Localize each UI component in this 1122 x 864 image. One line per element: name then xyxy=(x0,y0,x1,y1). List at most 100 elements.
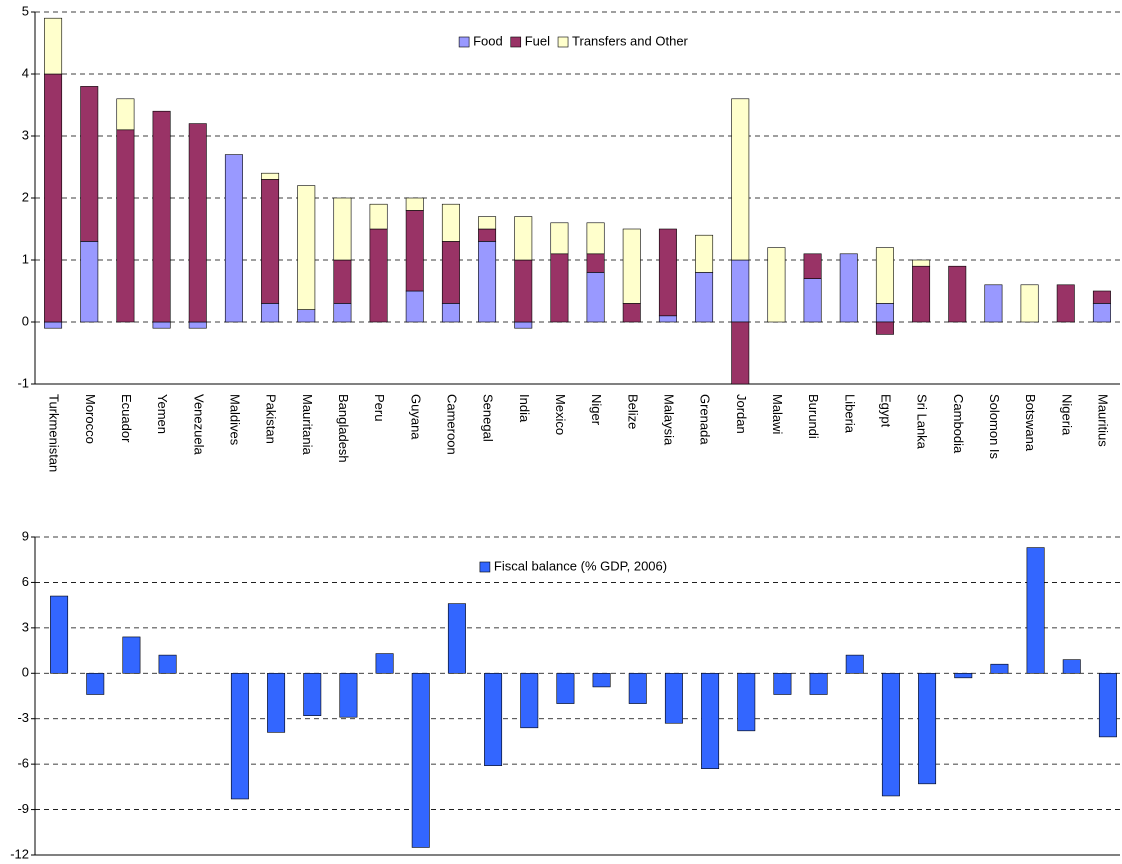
y-tick-label: -3 xyxy=(17,710,29,725)
bar-segment xyxy=(441,241,460,304)
legend-swatch xyxy=(479,561,491,573)
bar-segment xyxy=(261,179,280,304)
bar xyxy=(990,663,1009,674)
x-tick-label: Mauritania xyxy=(300,394,315,455)
bar-segment xyxy=(261,303,280,323)
bar-segment xyxy=(731,321,750,385)
x-tick-label: Peru xyxy=(372,394,387,421)
y-tick-label: 3 xyxy=(22,127,29,142)
bar-segment xyxy=(514,259,533,323)
y-tick-label: 4 xyxy=(22,65,29,80)
bar xyxy=(954,672,973,679)
bar xyxy=(1062,659,1081,674)
bar xyxy=(592,672,611,688)
y-tick-label: -12 xyxy=(10,846,29,861)
bar-segment xyxy=(44,321,63,329)
x-tick-label: Ecuador xyxy=(119,394,134,443)
legend-swatch xyxy=(510,36,522,48)
bar-segment xyxy=(658,315,677,323)
bar-segment xyxy=(984,284,1003,323)
x-tick-label: Senegal xyxy=(481,394,496,442)
x-tick-label: Liberia xyxy=(842,394,857,434)
legend-label: Fuel xyxy=(525,33,550,48)
bar xyxy=(520,672,539,729)
bar-segment xyxy=(514,321,533,329)
y-tick-label: 5 xyxy=(22,3,29,18)
bar xyxy=(737,672,756,732)
bar xyxy=(122,636,141,674)
x-tick-label: Niger xyxy=(589,394,604,426)
bar-segment xyxy=(767,247,786,323)
bar-segment xyxy=(333,197,352,261)
y-tick-label: 2 xyxy=(22,189,29,204)
bar-segment xyxy=(514,216,533,261)
x-tick-label: Yemen xyxy=(155,394,170,434)
x-tick-label: Belize xyxy=(625,394,640,429)
y-tick-label: 9 xyxy=(22,528,29,543)
bar-segment xyxy=(586,272,605,323)
bar-segment xyxy=(1092,303,1111,323)
bar-segment xyxy=(116,98,135,131)
x-tick-label: Malawi xyxy=(770,394,785,435)
x-tick-label: Morocco xyxy=(83,394,98,444)
bar xyxy=(230,672,249,800)
bar-segment xyxy=(441,203,460,242)
bar xyxy=(86,672,105,695)
bar-segment xyxy=(333,259,352,304)
y-tick-label: 0 xyxy=(22,313,29,328)
x-tick-label: Jordan xyxy=(734,394,749,434)
bar-segment xyxy=(369,228,388,323)
bar-segment xyxy=(80,86,99,242)
bar-segment xyxy=(550,222,569,255)
bar-segment xyxy=(731,259,750,323)
bar-segment xyxy=(478,216,497,230)
bar-segment xyxy=(297,309,316,323)
x-tick-label: Cameroon xyxy=(444,394,459,455)
bar-segment xyxy=(224,154,243,323)
x-tick-label: Sri Lanka xyxy=(915,394,930,450)
bar xyxy=(375,653,394,674)
x-tick-label: Mexico xyxy=(553,394,568,435)
bar-segment xyxy=(116,129,135,323)
bar xyxy=(773,672,792,695)
bar-segment xyxy=(441,303,460,323)
bar xyxy=(303,672,322,716)
x-tick-label: Malaysia xyxy=(661,394,676,446)
bar-segment xyxy=(333,303,352,323)
legend-label: Food xyxy=(473,33,503,48)
bar-segment xyxy=(839,253,858,323)
x-tick-label: Cambodia xyxy=(951,394,966,454)
bar xyxy=(1098,672,1117,738)
bar xyxy=(339,672,358,718)
legend-label: Fiscal balance (% GDP, 2006) xyxy=(494,558,667,573)
x-tick-label: Venezuela xyxy=(191,394,206,455)
x-tick-label: Egypt xyxy=(878,394,893,428)
y-tick-label: 1 xyxy=(22,251,29,266)
bar-segment xyxy=(695,234,714,273)
legend-swatch xyxy=(557,36,569,48)
y-tick-label: 0 xyxy=(22,665,29,680)
bar xyxy=(701,672,720,769)
bar xyxy=(447,603,466,674)
bar-segment xyxy=(405,210,424,292)
bar-segment xyxy=(622,228,641,304)
y-tick-label: 3 xyxy=(22,619,29,634)
bar xyxy=(809,672,828,695)
bar-segment xyxy=(875,321,894,335)
legend-swatch xyxy=(458,36,470,48)
bar-segment xyxy=(912,265,931,323)
bar-segment xyxy=(44,73,63,323)
bar-segment xyxy=(369,203,388,230)
x-tick-label: Solomon Is xyxy=(987,394,1002,460)
x-tick-label: Mauritius xyxy=(1095,394,1110,447)
x-tick-label: Botswana xyxy=(1023,394,1038,452)
bar-segment xyxy=(875,303,894,323)
bar-segment xyxy=(803,278,822,323)
bar xyxy=(158,654,177,674)
bar-segment xyxy=(875,247,894,304)
bar-segment xyxy=(586,222,605,255)
x-tick-label: Guyana xyxy=(408,394,423,440)
bar-segment xyxy=(405,197,424,211)
bar-segment xyxy=(152,321,171,329)
bar-segment xyxy=(297,185,316,310)
